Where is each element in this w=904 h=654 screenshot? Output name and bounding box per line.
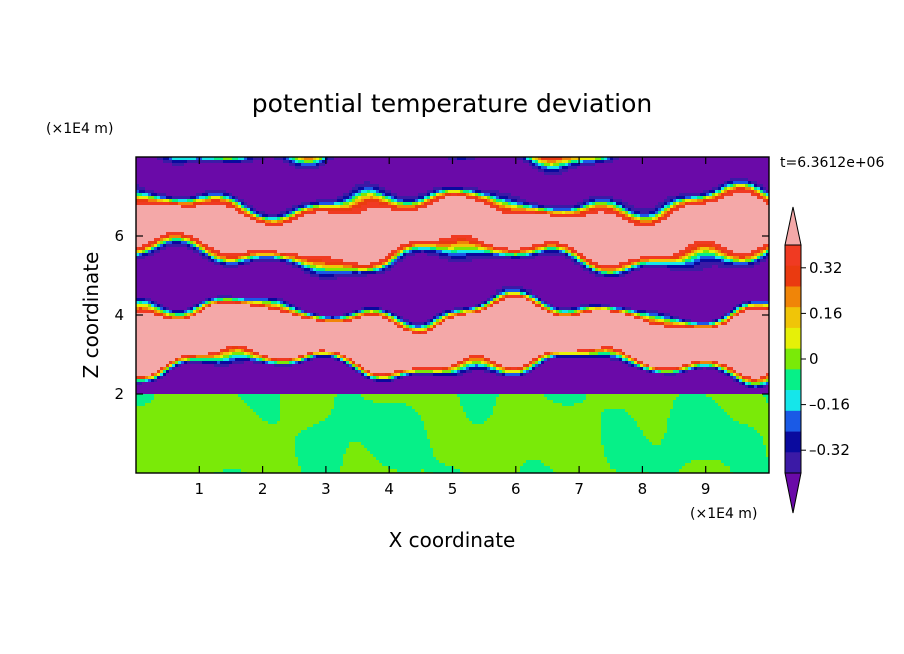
colorbar: 0.32 0.16 0 –0.16 –0.32 [784, 206, 850, 514]
x-tick-label: 7 [574, 480, 584, 498]
x-axis-title: X coordinate [389, 528, 516, 552]
colorbar-swatch [785, 307, 801, 329]
z-tick-label: 2 [114, 385, 124, 403]
colorbar-swatch [785, 286, 801, 308]
colorbar-swatch [785, 410, 801, 432]
colorbar-tick-label: 0 [809, 350, 819, 368]
x-tick-label: 8 [638, 480, 648, 498]
colorbar-swatch [785, 369, 801, 391]
x-tick-label: 9 [701, 480, 711, 498]
z-axis-title: Z coordinate [79, 252, 103, 379]
colorbar-swatch [785, 265, 801, 287]
colorbar-swatch [785, 245, 801, 267]
colorbar-tick-label: 0.32 [809, 259, 842, 277]
contour-field [136, 157, 769, 473]
z-tick-label: 6 [114, 227, 124, 245]
x-unit-label: (×1E4 m) [690, 506, 757, 522]
x-tick-label: 2 [258, 480, 268, 498]
colorbar-max-arrow [784, 206, 802, 246]
z-tick-label: 4 [114, 306, 124, 324]
x-tick-label: 3 [321, 480, 331, 498]
colorbar-tick-label: –0.16 [809, 396, 850, 414]
x-tick-label: 1 [195, 480, 205, 498]
time-label: t=6.3612e+06 [780, 155, 884, 171]
colorbar-swatch [785, 390, 801, 412]
colorbar-swatch [785, 431, 801, 453]
colorbar-swatch [785, 348, 801, 370]
colorbar-tick-label: –0.32 [809, 441, 850, 459]
colorbar-tick-label: 0.16 [809, 304, 842, 322]
x-ticks: 1 2 3 4 5 6 7 8 9 [195, 157, 711, 498]
colorbar-swatch [785, 452, 801, 474]
colorbar-min-arrow [784, 472, 802, 514]
colorbar-swatch [785, 327, 801, 349]
z-unit-label: (×1E4 m) [46, 121, 113, 137]
z-ticks: 2 4 6 [114, 227, 769, 403]
x-tick-label: 5 [448, 480, 458, 498]
x-tick-label: 4 [384, 480, 394, 498]
x-tick-label: 6 [511, 480, 521, 498]
chart-title: potential temperature deviation [252, 89, 652, 118]
